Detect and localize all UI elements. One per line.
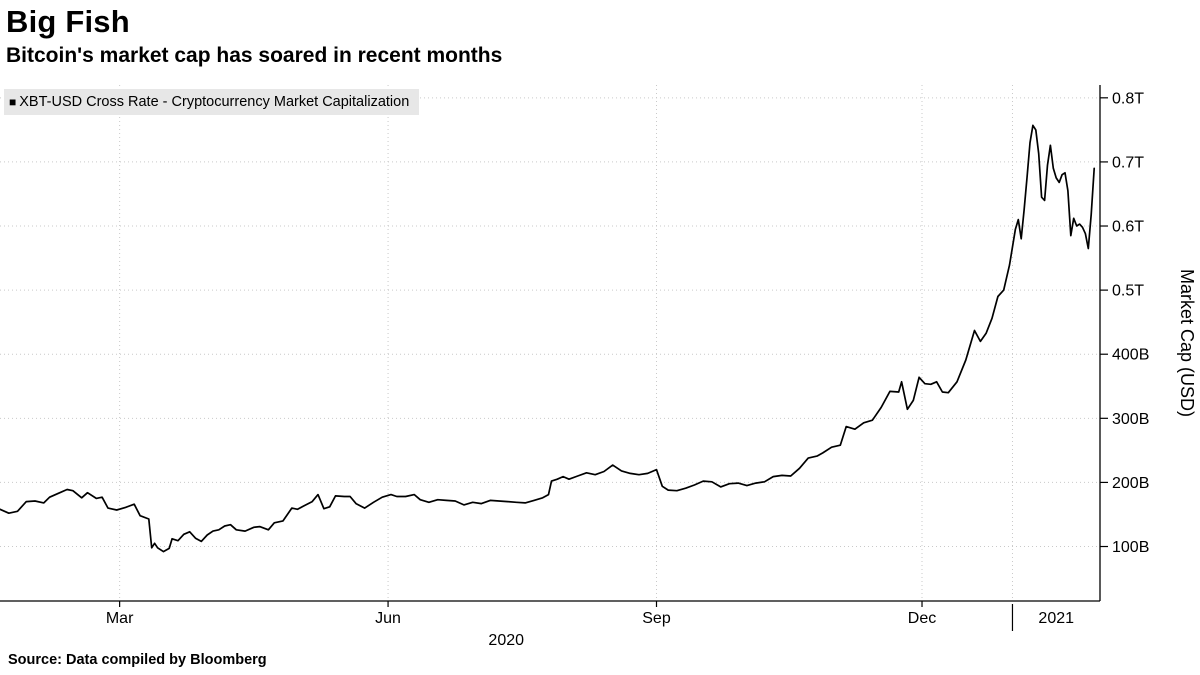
svg-text:Mar: Mar <box>106 610 134 627</box>
svg-text:0.6T: 0.6T <box>1112 219 1144 236</box>
svg-text:2021: 2021 <box>1038 610 1074 627</box>
svg-text:2020: 2020 <box>488 632 524 649</box>
svg-text:200B: 200B <box>1112 475 1149 492</box>
svg-text:Market Cap (USD): Market Cap (USD) <box>1177 269 1197 417</box>
legend: ■ XBT-USD Cross Rate - Cryptocurrency Ma… <box>4 89 420 115</box>
svg-text:0.7T: 0.7T <box>1112 154 1144 171</box>
legend-label: XBT-USD Cross Rate - Cryptocurrency Mark… <box>19 94 410 110</box>
svg-text:Jun: Jun <box>375 610 401 627</box>
source-note: Source: Data compiled by Bloomberg <box>8 652 267 668</box>
svg-text:0.8T: 0.8T <box>1112 90 1144 107</box>
svg-text:400B: 400B <box>1112 347 1149 364</box>
svg-text:Dec: Dec <box>908 610 936 627</box>
svg-text:0.5T: 0.5T <box>1112 283 1144 300</box>
svg-text:300B: 300B <box>1112 411 1149 428</box>
svg-text:100B: 100B <box>1112 539 1149 556</box>
svg-text:Sep: Sep <box>642 610 671 627</box>
chart-subtitle: Bitcoin's market cap has soared in recen… <box>6 44 503 67</box>
page-title: Big Fish <box>6 4 130 39</box>
legend-square-icon: ■ <box>9 95 17 109</box>
